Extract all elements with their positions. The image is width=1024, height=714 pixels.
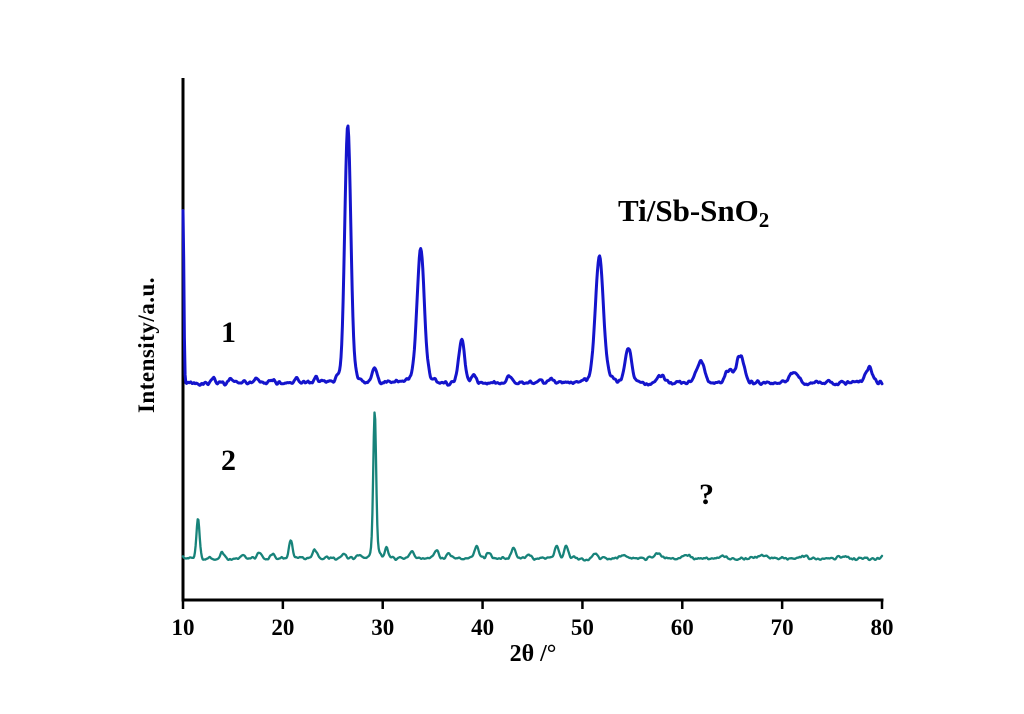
- x-axis-label: 2θ /°: [509, 641, 557, 667]
- y-axis-label: Intensity/a.u.: [134, 276, 159, 414]
- sample-annotation-subscript: 2: [758, 208, 770, 232]
- sample-annotation: Ti/Sb-SnO2: [618, 193, 769, 233]
- series-2-curve: [181, 411, 884, 562]
- curve1-label: 1: [221, 316, 236, 349]
- x-tick-label: 80: [871, 615, 894, 640]
- x-tick-label: 70: [771, 615, 794, 640]
- curve2-label: 2: [221, 444, 236, 477]
- x-tick-label: 50: [571, 615, 594, 640]
- x-tick-label: 20: [271, 615, 294, 640]
- x-tick-label: 40: [471, 615, 494, 640]
- series-1-curve: [181, 124, 884, 387]
- sample-annotation-main: Ti/Sb-SnO: [618, 193, 759, 228]
- question-mark-annotation: ?: [699, 478, 714, 511]
- x-tick-label: 60: [671, 615, 694, 640]
- x-tick-label: 30: [371, 615, 394, 640]
- x-tick-label: 10: [172, 615, 195, 640]
